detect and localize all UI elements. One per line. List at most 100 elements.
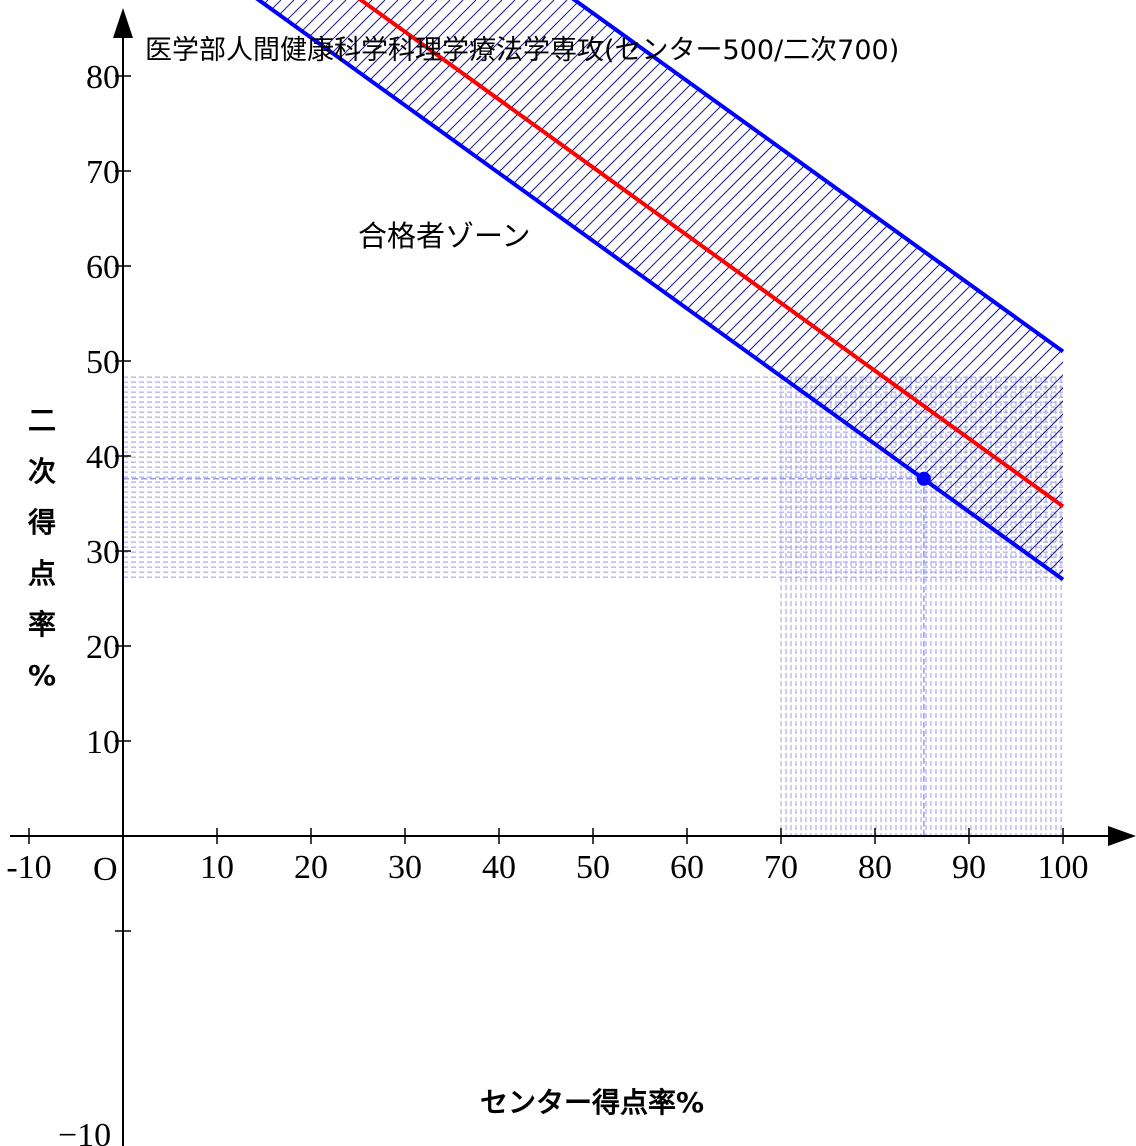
hatch-line <box>123 0 854 580</box>
hatch-line <box>123 0 399 580</box>
hatch-line <box>123 0 386 580</box>
y-tick-label: 70 <box>86 154 120 191</box>
hatch-line <box>731 0 1063 580</box>
hatch-line <box>123 0 425 580</box>
hatch-line <box>913 0 1063 580</box>
hatch-line <box>0 0 21 1146</box>
hatch-line <box>123 0 1023 580</box>
hatch-line <box>123 0 438 580</box>
hatch-line <box>123 0 802 580</box>
data-point <box>916 471 931 486</box>
origin-label: O <box>93 851 118 888</box>
hatch-line <box>123 0 555 580</box>
hatch-line <box>315 0 1063 580</box>
x-axis-arrow <box>1108 826 1136 846</box>
hatch-line <box>1096 0 1136 1146</box>
x-tick-label: 10 <box>200 849 234 886</box>
y-tick-label: 50 <box>86 344 120 381</box>
series-line-1 <box>255 0 1065 582</box>
hatch-line <box>393 0 1063 580</box>
hatch-line <box>123 0 776 580</box>
series-lines <box>255 0 1065 582</box>
y-axis-label-char: 次 <box>28 455 56 488</box>
y-tick-label: 60 <box>86 249 120 286</box>
y-tick-label: 90 <box>86 0 120 1</box>
x-tick-label: 50 <box>576 849 610 886</box>
hatch-line <box>510 0 1063 580</box>
hatch-line <box>123 0 1036 580</box>
zone-label: 合格者ゾーン <box>358 219 531 253</box>
x-tick-label: 80 <box>858 849 892 886</box>
y-tick-label: 80 <box>86 59 120 96</box>
hatch-line <box>939 0 1063 580</box>
hatch-line <box>123 0 516 580</box>
y-axis-label-char: 点 <box>28 557 56 590</box>
hatch-line <box>991 0 1063 580</box>
y-neg-tick-label: −10 <box>58 1117 111 1146</box>
hatch-line <box>123 0 958 580</box>
hatch-line <box>952 0 1063 580</box>
x-tick-label: 30 <box>388 849 422 886</box>
x-tick-label: 70 <box>764 849 798 886</box>
hatch-line <box>123 0 451 580</box>
hatch-line <box>123 0 919 580</box>
hatch-line <box>848 0 1063 580</box>
hatch-line <box>123 0 841 580</box>
hatch-line <box>419 0 1063 580</box>
hatch-line <box>341 0 1063 580</box>
x-tick-label: 90 <box>952 849 986 886</box>
hatch-line <box>123 0 1063 580</box>
y-axis-label-char: 二 <box>28 404 56 437</box>
x-tick-label: 40 <box>482 849 516 886</box>
hatch-line <box>1122 0 1136 1146</box>
hatch-line <box>185 0 1063 580</box>
hatch-line <box>1070 0 1136 1146</box>
hatch-line <box>123 0 815 580</box>
hatch-line <box>123 0 490 580</box>
hatch-line <box>123 0 1063 580</box>
y-tick-label: 20 <box>86 629 120 666</box>
y-tick-label: 10 <box>86 724 120 761</box>
hatch-line <box>123 0 828 580</box>
hatch-line <box>0 0 8 1146</box>
y-axis-arrow <box>113 8 133 38</box>
chart-title: 医学部人間健康科学科理学療法学専攻(センター500/二次700) <box>145 35 899 66</box>
hatch-line <box>123 0 971 580</box>
hatch-line <box>718 0 1063 580</box>
y-axis-label-char: % <box>28 659 56 692</box>
hatch-line <box>123 0 997 580</box>
hatch-line <box>123 0 503 580</box>
hatch-line <box>289 0 1063 580</box>
hatch-line <box>653 0 1063 580</box>
hatch-line <box>123 0 867 580</box>
hatch-line <box>123 0 1010 580</box>
hatch-line <box>123 0 152 580</box>
hatch-line <box>1030 0 1063 580</box>
ticks: -10 10 20 30 40 50 60 70 80 90 100 10 20 30 40 50 60 70 80… <box>6 0 1089 932</box>
hatch-line <box>123 0 412 580</box>
y-axis-label-char: 得 <box>27 506 56 539</box>
hatch-line <box>123 0 529 580</box>
hatch-line <box>640 0 1063 580</box>
hatch-line <box>978 0 1063 580</box>
hatch-line <box>123 0 1062 580</box>
hatch-line <box>887 0 1063 580</box>
hatch-line <box>123 0 984 580</box>
hatch-line <box>123 0 165 580</box>
hatch-line <box>123 0 906 580</box>
hatch-line <box>211 0 1063 580</box>
x-tick-label: 60 <box>670 849 704 886</box>
score-region-grid <box>123 376 1063 836</box>
y-tick-label: 30 <box>86 534 120 571</box>
x-tick-label: -10 <box>6 849 51 886</box>
hatch-line <box>123 0 1063 580</box>
y-tick-label: 40 <box>86 439 120 476</box>
hatch-line <box>549 0 1063 580</box>
series-line-3 <box>571 0 1065 354</box>
hatch-line <box>822 0 1063 580</box>
hatch-line <box>861 0 1063 580</box>
hatch-line <box>497 0 1063 580</box>
hatch-line <box>679 0 1063 580</box>
hatch-line <box>123 0 763 580</box>
